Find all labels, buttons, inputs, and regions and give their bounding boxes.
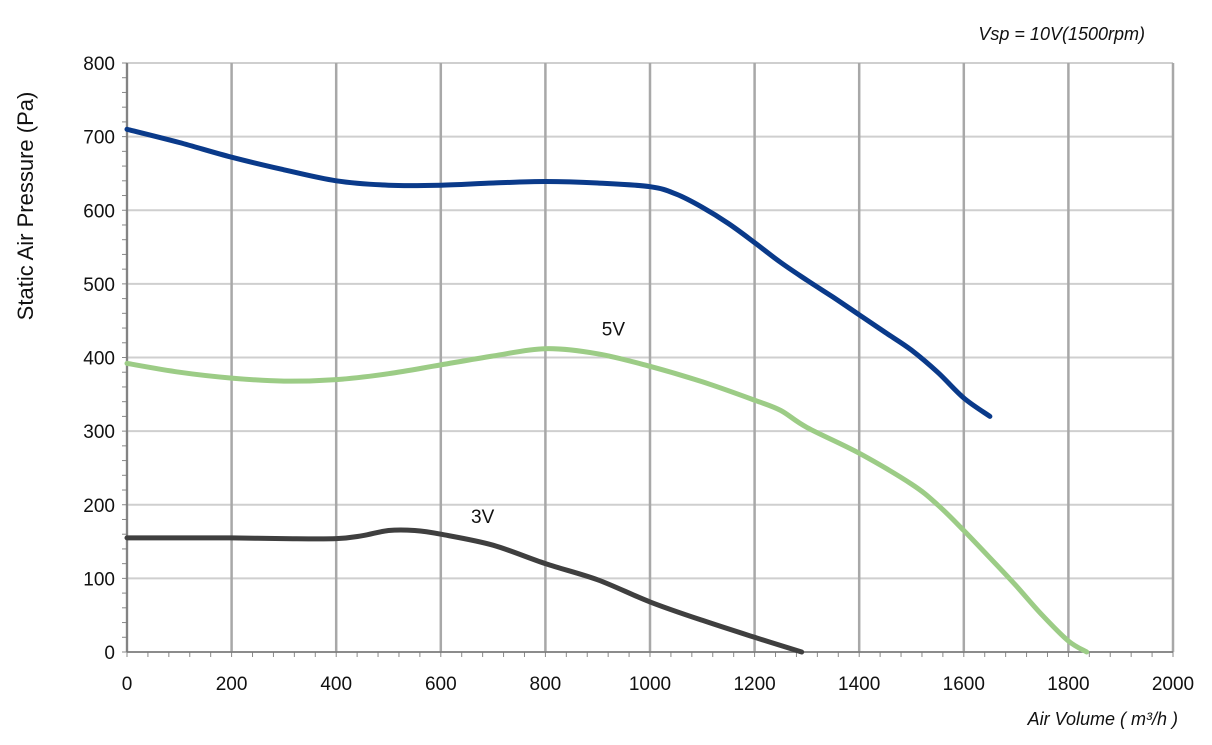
x-tick-label: 1600 (943, 674, 985, 695)
y-tick-label: 800 (83, 54, 115, 75)
x-tick-label: 400 (320, 674, 352, 695)
tick-labels: 0 200 400 600 800 1000 1200 1400 1600 1800 2000 0 10… (83, 54, 1194, 695)
series-lines (124, 126, 1090, 655)
x-tick-label: 1200 (733, 674, 775, 695)
y-axis-title: Static Air Pressure (Pa) (13, 92, 38, 321)
y-tick-label: 400 (83, 349, 115, 370)
y-tick-label: 700 (83, 128, 115, 149)
x-tick-label: 1000 (629, 674, 671, 695)
y-tick-label: 100 (83, 569, 115, 590)
y-tick-label: 300 (83, 422, 115, 443)
series-label-5v: 5V (602, 319, 626, 340)
annotation-vsp: Vsp = 10V(1500rpm) (978, 24, 1145, 44)
grid (125, 62, 1175, 653)
x-tick-label: 200 (216, 674, 248, 695)
series-label-3v: 3V (471, 507, 495, 528)
y-tick-label: 200 (83, 496, 115, 517)
axes (122, 62, 1174, 657)
series-line-5v (124, 346, 1090, 655)
x-tick-label: 0 (122, 674, 133, 695)
series-labels: 5V 3V (471, 319, 625, 528)
y-tick-label: 0 (104, 643, 115, 664)
y-tick-label: 600 (83, 201, 115, 222)
x-axis-title: Air Volume ( m³/h ) (1027, 709, 1178, 729)
x-tick-label: 600 (425, 674, 457, 695)
y-tick-label: 500 (83, 275, 115, 296)
series-line-1 (124, 126, 993, 419)
x-tick-label: 2000 (1152, 674, 1194, 695)
series-line-3v (124, 527, 805, 655)
x-tick-label: 800 (530, 674, 562, 695)
x-tick-label: 1800 (1047, 674, 1089, 695)
x-tick-label: 1400 (838, 674, 880, 695)
